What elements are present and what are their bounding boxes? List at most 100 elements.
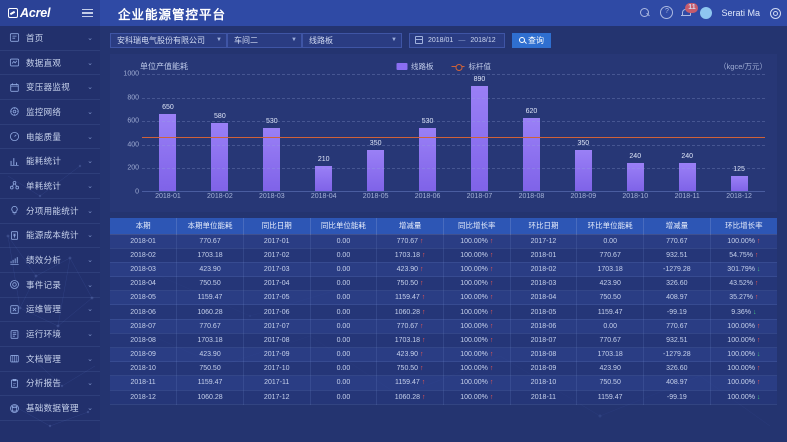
chart-bar-column[interactable]: 620 xyxy=(505,74,557,191)
arrow-up-icon: ↑ xyxy=(418,237,424,245)
chart-bar-column[interactable]: 350 xyxy=(557,74,609,191)
chart-legend: 线路板 标杆值 xyxy=(396,61,491,72)
table-row[interactable]: 2018-01 770.67 2017-01 0.00 770.67 ↑ 100.00% … xyxy=(110,234,777,249)
table-cell: 1159.47 xyxy=(176,375,244,391)
brand-name: Acrel xyxy=(20,6,51,20)
chart-bar[interactable]: 350 xyxy=(574,140,592,191)
brand-logo[interactable]: Acrel xyxy=(8,6,50,20)
table-row[interactable]: 2018-06 1060.28 2017-06 0.00 1060.28 ↑ 100.00… xyxy=(110,304,777,320)
chart-bar-column[interactable]: 240 xyxy=(609,74,661,191)
table-row[interactable]: 2018-12 1060.28 2017-12 0.00 1060.28 ↑ 100.00… xyxy=(110,390,777,405)
sidebar-item-basic-data-management[interactable]: 基础数据管理 ⌄ xyxy=(0,396,100,421)
table-column-header[interactable]: 本期 xyxy=(110,218,178,235)
help-circle-icon[interactable] xyxy=(660,5,674,19)
sidebar-item-energy-statistics[interactable]: 能耗统计 ⌄ xyxy=(0,149,100,175)
table-column-header[interactable]: 同比增长率 xyxy=(443,218,511,235)
chart-bar-column[interactable]: 530 xyxy=(402,74,454,191)
table-row[interactable]: 2018-04 750.50 2017-04 0.00 750.50 ↑ 100.00% … xyxy=(110,276,777,292)
chart-bar[interactable]: 240 xyxy=(678,153,696,191)
chart-bar[interactable]: 620 xyxy=(522,108,540,191)
chart-bar-column[interactable]: 125 xyxy=(713,74,765,191)
table-row[interactable]: 2018-08 1703.18 2017-08 0.00 1703.18 ↑ 100.00… xyxy=(110,333,777,349)
query-button[interactable]: 查询 xyxy=(512,32,551,48)
chart-bar[interactable]: 530 xyxy=(263,118,281,191)
table-column-header[interactable]: 环比增长率 xyxy=(710,218,777,235)
date-range-picker[interactable]: 2018/01 — 2018/12 xyxy=(409,32,505,48)
table-cell: 2017-04 xyxy=(243,276,311,292)
chart-bar[interactable]: 650 xyxy=(159,104,177,191)
table-column-header[interactable]: 环比日期 xyxy=(510,218,578,235)
sidebar-item-runtime-environment[interactable]: 运行环境 ⌄ xyxy=(0,322,100,347)
table-row[interactable]: 2018-07 770.67 2017-07 0.00 770.67 ↑ 100.00% … xyxy=(110,319,777,334)
bell-icon[interactable]: 11 xyxy=(680,2,699,19)
chart-bar-column[interactable]: 530 xyxy=(246,74,298,191)
chart-bar[interactable]: 890 xyxy=(470,76,488,191)
sidebar-item-home[interactable]: 首页 ⌄ xyxy=(0,26,100,51)
table-cell: 2017-02 xyxy=(243,248,311,263)
sidebar-item-analysis-report[interactable]: 分析报告 ⌄ xyxy=(0,372,100,397)
chart-bar-column[interactable]: 210 xyxy=(298,74,350,191)
product-select[interactable]: 线路板 ▼ xyxy=(302,32,402,48)
sidebar-item-data-overview[interactable]: 数据直观 ⌄ xyxy=(0,51,100,76)
hamburger-icon[interactable] xyxy=(82,8,93,18)
sidebar-item-power-quality[interactable]: 电能质量 ⌄ xyxy=(0,125,100,150)
table-cell: 0.00 xyxy=(310,304,378,320)
chart-bar-column[interactable]: 890 xyxy=(454,74,506,191)
sidebar-item-performance-analysis[interactable]: 绩效分析 ⌄ xyxy=(0,248,100,273)
legend-item-benchmark[interactable]: 标杆值 xyxy=(451,61,491,72)
sidebar-item-ops-management[interactable]: 运维管理 ⌄ xyxy=(0,298,100,323)
chart-bar[interactable]: 350 xyxy=(367,140,385,191)
sidebar-item-event-log[interactable]: 事件记录 ⌄ xyxy=(0,273,100,298)
chart-bar-column[interactable]: 580 xyxy=(194,74,246,191)
sidebar-item-monitor-network[interactable]: 监控网络 ⌄ xyxy=(0,100,100,125)
chart-bar[interactable]: 240 xyxy=(626,153,644,191)
table-row[interactable]: 2018-10 750.50 2017-10 0.00 750.50 ↑ 100.00% … xyxy=(110,361,777,377)
table-row[interactable]: 2018-09 423.90 2017-09 0.00 423.90 ↑ 100.00% … xyxy=(110,347,777,363)
sidebar-item-transformer-monitor[interactable]: 变压器监视 ⌄ xyxy=(0,75,100,101)
table-cell: 408.97 xyxy=(643,290,711,306)
x-axis-tick-label: 2018-09 xyxy=(570,193,597,200)
chart-bar-column[interactable]: 650 xyxy=(142,74,194,191)
sidebar-item-subitem-energy[interactable]: 分项用能统计 ⌄ xyxy=(0,199,100,224)
chevron-down-icon: ⌄ xyxy=(87,158,93,166)
sidebar-item-unit-consumption[interactable]: 单耗统计 ⌄ xyxy=(0,174,100,199)
sidebar-item-label: 首页 xyxy=(26,32,44,43)
chart-bar-column[interactable]: 240 xyxy=(661,74,713,191)
x-axis-tick-label: 2018-03 xyxy=(258,193,285,200)
workshop-select[interactable]: 车间二 ▼ xyxy=(227,32,302,48)
table-row[interactable]: 2018-03 423.90 2017-03 0.00 423.90 ↑ 100.00% … xyxy=(110,262,777,278)
sidebar-item-label: 分析报告 xyxy=(26,378,62,389)
sidebar-item-energy-cost[interactable]: 能源成本统计 ⌄ xyxy=(0,224,100,249)
avatar[interactable] xyxy=(700,7,713,19)
table-column-header[interactable]: 增减量 xyxy=(376,218,444,235)
chart-bar[interactable]: 580 xyxy=(211,113,229,191)
legend-label: 线路板 xyxy=(411,62,434,71)
table-cell: 750.50 xyxy=(576,375,644,391)
table-column-header[interactable]: 同比单位能耗 xyxy=(310,218,378,235)
gear-icon[interactable] xyxy=(769,8,781,19)
table-column-header[interactable]: 本期单位能耗 xyxy=(176,218,244,235)
table-cell: 2018-04 xyxy=(110,276,178,292)
company-select[interactable]: 安科瑞电气股份有限公司 ▼ xyxy=(110,32,227,48)
x-axis-tick-label: 2018-08 xyxy=(518,193,545,200)
table-row[interactable]: 2018-05 1159.47 2017-05 0.00 1159.47 ↑ 100.00… xyxy=(110,290,777,306)
table-column-header[interactable]: 同比日期 xyxy=(243,218,311,235)
date-end-value: 2018/12 xyxy=(470,36,496,44)
chart-bar[interactable]: 125 xyxy=(730,166,748,191)
sidebar-item-document-management[interactable]: 文档管理 ⌄ xyxy=(0,347,100,372)
chart-bar-value-label: 350 xyxy=(369,139,382,147)
bar-chart-icon xyxy=(9,156,20,167)
table-cell: 2018-06 xyxy=(110,304,178,320)
table-cell: 326.60 xyxy=(643,361,711,377)
table-row[interactable]: 2018-11 1159.47 2017-11 0.00 1159.47 ↑ 100.00… xyxy=(110,375,777,391)
x-axis-tick-label: 2018-07 xyxy=(466,193,493,200)
table-column-header[interactable]: 环比单位能耗 xyxy=(576,218,644,235)
legend-item-bar[interactable]: 线路板 xyxy=(396,61,434,72)
chart-bar[interactable]: 530 xyxy=(419,118,437,191)
chart-bar-column[interactable]: 350 xyxy=(350,74,402,191)
chart-grid: 650 580 530 210 350 530 890 620 350 240 240 125 xyxy=(142,74,765,192)
table-row[interactable]: 2018-02 1703.18 2017-02 0.00 1703.18 ↑ 100.00… xyxy=(110,248,777,263)
chart-bar[interactable]: 210 xyxy=(315,156,333,191)
search-icon[interactable] xyxy=(640,7,651,19)
table-column-header[interactable]: 增减量 xyxy=(643,218,711,235)
